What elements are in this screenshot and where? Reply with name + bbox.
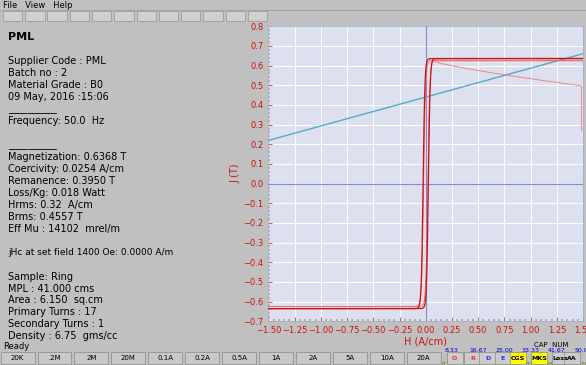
FancyBboxPatch shape: [333, 352, 367, 364]
Text: O: O: [452, 356, 457, 361]
Text: __________: __________: [8, 140, 57, 150]
Text: Area : 6.150  sq.cm: Area : 6.150 sq.cm: [8, 295, 103, 306]
Text: Material Grade : B0: Material Grade : B0: [8, 80, 103, 90]
Text: jHc at set field 1400 Oe: 0.0000 A/m: jHc at set field 1400 Oe: 0.0000 A/m: [8, 247, 173, 257]
Bar: [248, 11, 267, 22]
Bar: [47, 11, 67, 22]
Text: Loss: Loss: [553, 356, 568, 361]
Text: File   View   Help: File View Help: [3, 1, 73, 10]
FancyBboxPatch shape: [111, 352, 145, 364]
FancyBboxPatch shape: [222, 352, 256, 364]
Text: .2M: .2M: [48, 356, 61, 361]
Text: __________: __________: [8, 104, 57, 114]
FancyBboxPatch shape: [531, 352, 547, 364]
Text: Coercivity: 0.0254 A/cm: Coercivity: 0.0254 A/cm: [8, 164, 124, 174]
Text: 5A: 5A: [345, 356, 355, 361]
Text: Brms: 0.4557 T: Brms: 0.4557 T: [8, 212, 83, 222]
FancyBboxPatch shape: [510, 352, 526, 364]
FancyBboxPatch shape: [564, 352, 580, 364]
Text: Eff Mu : 14102  mrel/m: Eff Mu : 14102 mrel/m: [8, 224, 120, 234]
Text: 0.2A: 0.2A: [194, 356, 210, 361]
Text: PML: PML: [8, 32, 34, 42]
Y-axis label: J (T): J (T): [230, 164, 240, 184]
Bar: [159, 11, 178, 22]
FancyBboxPatch shape: [148, 352, 182, 364]
Bar: [70, 11, 89, 22]
Text: Supplier Code : PML: Supplier Code : PML: [8, 56, 105, 66]
Text: Secondary Turns : 1: Secondary Turns : 1: [8, 319, 104, 329]
Text: MPL : 41.000 cms: MPL : 41.000 cms: [8, 284, 94, 293]
Text: MKS: MKS: [531, 356, 547, 361]
Bar: [25, 11, 45, 22]
Text: Loss/Kg: 0.018 Watt: Loss/Kg: 0.018 Watt: [8, 188, 105, 198]
Text: Batch no : 2: Batch no : 2: [8, 68, 67, 78]
Text: Magnetization: 0.6368 T: Magnetization: 0.6368 T: [8, 152, 126, 162]
Text: Density : 6.75  gms/cc: Density : 6.75 gms/cc: [8, 331, 118, 341]
Bar: [3, 11, 22, 22]
Text: Ready: Ready: [3, 342, 29, 351]
Bar: [137, 11, 156, 22]
FancyBboxPatch shape: [407, 352, 441, 364]
Text: 20K: 20K: [11, 356, 24, 361]
Text: AA: AA: [567, 356, 577, 361]
Text: Sample: Ring: Sample: Ring: [8, 272, 73, 281]
Text: 0.5A: 0.5A: [231, 356, 247, 361]
Text: Primary Turns : 17: Primary Turns : 17: [8, 307, 97, 318]
FancyBboxPatch shape: [370, 352, 404, 364]
Text: Frequency: 50.0  Hz: Frequency: 50.0 Hz: [8, 116, 104, 126]
FancyBboxPatch shape: [74, 352, 108, 364]
Text: 1A: 1A: [271, 356, 281, 361]
FancyBboxPatch shape: [259, 352, 293, 364]
FancyBboxPatch shape: [447, 352, 463, 364]
FancyBboxPatch shape: [479, 352, 496, 364]
Text: 2M: 2M: [86, 356, 97, 361]
Text: 10A: 10A: [380, 356, 394, 361]
Bar: [181, 11, 200, 22]
Text: CAP  NUM: CAP NUM: [534, 342, 568, 348]
FancyBboxPatch shape: [1, 352, 35, 364]
X-axis label: H (A/cm): H (A/cm): [404, 337, 447, 346]
Bar: [203, 11, 223, 22]
FancyBboxPatch shape: [38, 352, 71, 364]
FancyBboxPatch shape: [185, 352, 219, 364]
FancyBboxPatch shape: [495, 352, 511, 364]
FancyBboxPatch shape: [464, 352, 481, 364]
Text: 0.1A: 0.1A: [157, 356, 173, 361]
Text: 09 May, 2016 :15:06: 09 May, 2016 :15:06: [8, 92, 109, 102]
Text: D: D: [485, 356, 490, 361]
Bar: [226, 11, 245, 22]
Text: CGS: CGS: [511, 356, 525, 361]
FancyBboxPatch shape: [296, 352, 330, 364]
Text: 20M: 20M: [121, 356, 136, 361]
Text: Hrms: 0.32  A/cm: Hrms: 0.32 A/cm: [8, 200, 93, 210]
Text: Remanence: 0.3950 T: Remanence: 0.3950 T: [8, 176, 115, 186]
Text: E: E: [500, 356, 505, 361]
FancyBboxPatch shape: [552, 352, 568, 364]
Text: 20A: 20A: [417, 356, 431, 361]
Text: 2A: 2A: [308, 356, 318, 361]
Bar: [92, 11, 111, 22]
Text: R: R: [470, 356, 475, 361]
Bar: [114, 11, 134, 22]
